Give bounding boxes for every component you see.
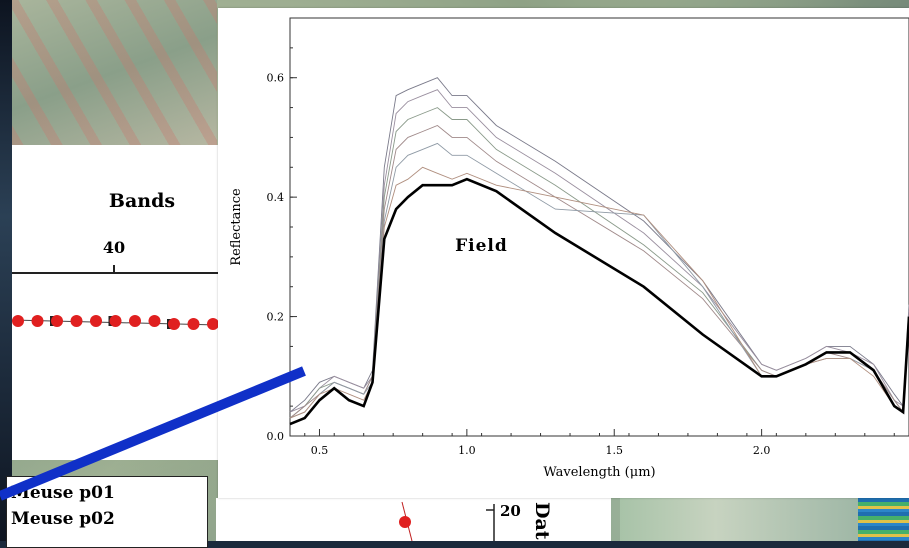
x-tick-label: 0.5 [311,444,329,457]
sample-series-line [289,166,909,419]
bands-circle-marker [148,315,161,327]
y-tick-label: 0.6 [267,72,285,85]
sample-series-line [289,89,909,413]
bands-circle-marker [70,315,83,327]
bands-circle-marker [168,318,180,330]
spectral-image-thumbnail [858,498,909,541]
tick-layer: 0.0 0.2 0.4 0.6 0.5 1.0 1.5 2.0 [267,47,895,457]
bands-circle-marker [51,315,63,327]
reflectance-chart-panel: 0.0 0.2 0.4 0.6 0.5 1.0 1.5 2.0 Wavelength (μm)… [218,8,909,498]
x-tick-label: 1.0 [458,444,476,457]
y-tick-label: 0.4 [267,191,285,204]
y-axis-label: Reflectance [229,188,244,266]
legend-item-2: Meuse p02 [11,509,115,529]
x-axis-label: Wavelength (μm) [543,465,655,480]
x-tick-label: 2.0 [753,444,771,457]
bottom-tick-label: 20 [500,502,521,520]
bands-tick-label: 40 [103,238,125,257]
bottom-chart-fragment: 20 Dat [216,498,611,542]
bands-title: Bands [109,190,175,212]
field-annotation: Field [455,236,508,256]
bands-markers [12,315,219,330]
bands-circle-marker [129,315,141,327]
bands-circle-marker [109,315,122,327]
y-tick-label: 0.0 [267,430,285,443]
bottom-marker [399,516,411,528]
field-series-line [289,177,909,426]
bands-circle-marker [12,315,24,327]
aerial-image-bottom-right [620,498,860,541]
bands-circle-marker [207,318,219,330]
bottom-fragment-svg: 20 Dat [399,501,553,542]
y-tick-label: 0.2 [267,311,285,324]
bands-chart: Bands 40 [11,190,219,330]
bottom-rotated-label: Dat [531,502,553,540]
bands-circle-marker [31,315,44,327]
reflectance-chart: 0.0 0.2 0.4 0.6 0.5 1.0 1.5 2.0 Wavelength (μm)… [229,17,909,480]
bands-circle-marker [187,318,200,330]
aerial-image-top-left [12,0,217,145]
legend-item-1: Meuse p01 [11,483,115,503]
series-layer [289,77,909,426]
bands-circle-marker [90,315,102,327]
legend-box: Meuse p01 Meuse p02 [6,476,208,548]
bands-chart-panel: Bands 40 [11,145,219,460]
x-tick-label: 1.5 [605,444,623,457]
left-edge-image [0,0,12,541]
